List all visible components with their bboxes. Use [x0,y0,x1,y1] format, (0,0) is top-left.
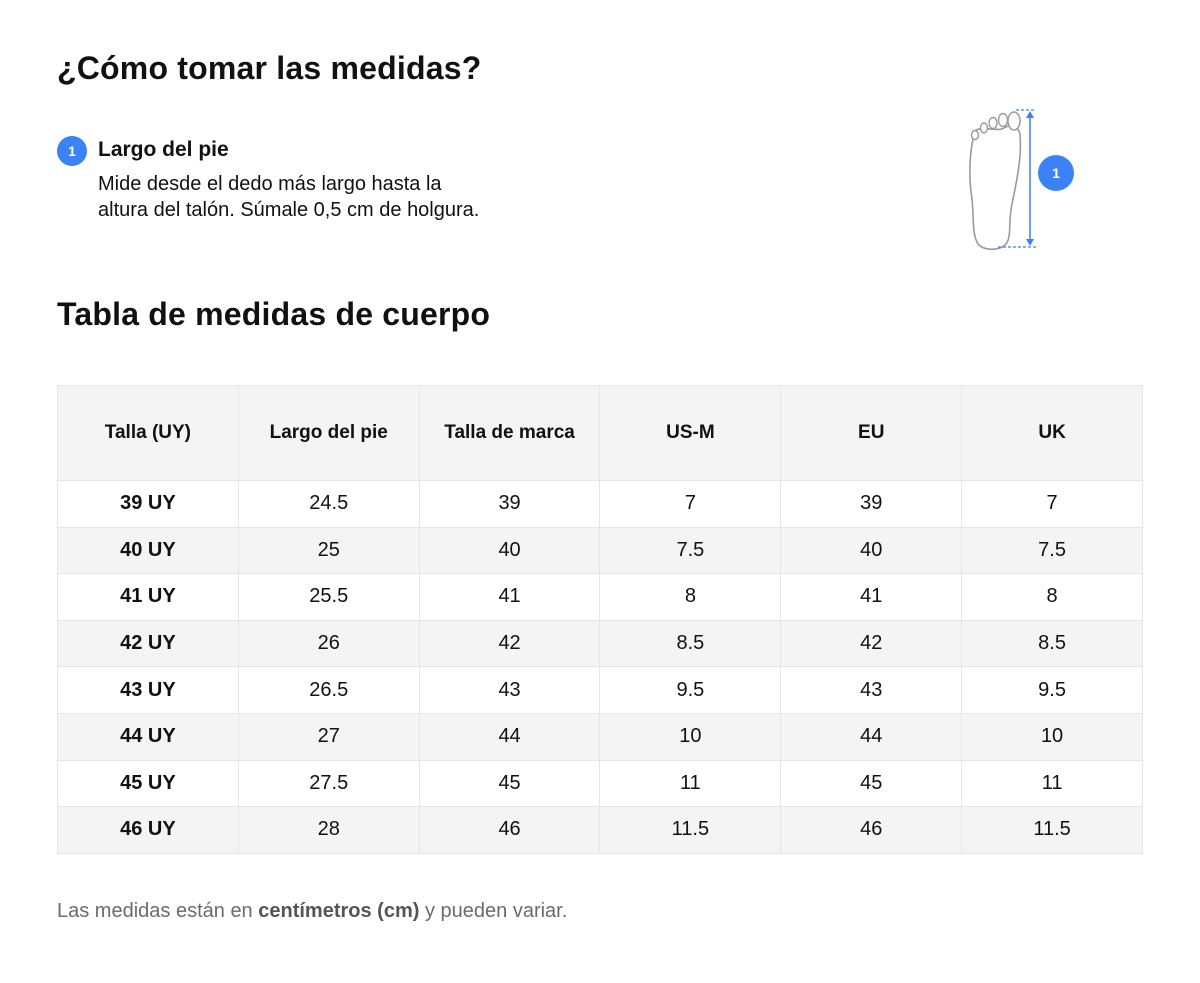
table-title: Tabla de medidas de cuerpo [57,296,491,332]
foot-illustration-svg: 1 [969,109,1074,251]
table-cell: 39 [780,480,963,528]
table-cell: 42 [418,619,601,668]
column-header-eu: EU [780,385,963,481]
table-cell: 7 [961,480,1143,528]
table-cell: 41 [418,573,601,621]
table-cell: 11.5 [961,806,1143,854]
step-description-line-1: Mide desde el dedo más largo hasta la [98,173,442,195]
foot-measure-icon: 1 [958,104,1078,254]
header-row: Talla (UY) Largo del pie Talla de marca … [57,385,1143,481]
illustration-badge [1038,155,1074,191]
table-row: 45 UY 27.5 45 11 45 11 [57,759,1143,808]
table-cell: 25.5 [237,573,420,621]
illustration-badge-number: 1 [1052,165,1060,181]
units-note-prefix: Las medidas están en [57,900,259,922]
table-cell: 45 [418,759,601,808]
table-cell: 44 [418,712,601,761]
table-cell: 11.5 [599,806,782,854]
table-cell: 45 UY [57,759,239,808]
table-cell: 25 [237,526,420,575]
table-cell: 9.5 [961,666,1143,714]
table-row: 43 UY 26.5 43 9.5 43 9.5 [57,666,1143,714]
table-cell: 44 [780,712,963,761]
table-cell: 28 [237,806,420,854]
table-cell: 8.5 [599,619,782,668]
table-cell: 39 UY [57,480,239,528]
table-cell: 40 [418,526,601,575]
table-cell: 39 [418,480,601,528]
toe-3 [988,116,998,130]
table-cell: 46 [418,806,601,854]
table-cell: 42 UY [57,619,239,668]
units-note-bold: centímetros (cm) [258,900,420,922]
table-cell: 9.5 [599,666,782,714]
table-cell: 10 [599,712,782,761]
table-cell: 42 [780,619,963,668]
table-row: 41 UY 25.5 41 8 41 8 [57,573,1143,621]
size-table-header: Talla (UY) Largo del pie Talla de marca … [57,385,1143,481]
table-cell: 44 UY [57,712,239,761]
table-cell: 10 [961,712,1143,761]
table-cell: 11 [961,759,1143,808]
table-cell: 8 [961,573,1143,621]
column-header-talla-de-marca: Talla de marca [418,385,601,481]
table-cell: 40 UY [57,526,239,575]
column-header-largo-del-pie: Largo del pie [237,385,420,481]
table-cell: 43 UY [57,666,239,714]
table-cell: 27.5 [237,759,420,808]
arrow-head-top [1026,111,1034,118]
table-row: 44 UY 27 44 10 44 10 [57,712,1143,761]
size-table-body: 39 UY 24.5 39 7 39 7 40 UY 25 40 7.5 40 … [57,480,1143,854]
toe-5 [970,129,980,141]
table-cell: 8 [599,573,782,621]
step-description-line-2: altura del talón. Súmale 0,5 cm de holgu… [98,199,480,221]
table-cell: 43 [780,666,963,714]
size-table: Talla (UY) Largo del pie Talla de marca … [57,385,1143,854]
table-cell: 41 [780,573,963,621]
table-row: 42 UY 26 42 8.5 42 8.5 [57,619,1143,668]
toe-4 [979,122,989,134]
units-note-suffix: y pueden variar. [419,900,568,922]
table-cell: 24.5 [237,480,420,528]
step-description: Mide desde el dedo más largo hasta la al… [98,171,578,223]
table-cell: 40 [780,526,963,575]
table-cell: 7 [599,480,782,528]
table-cell: 27 [237,712,420,761]
table-cell: 26 [237,619,420,668]
table-row: 39 UY 24.5 39 7 39 7 [57,480,1143,528]
table-cell: 7.5 [961,526,1143,575]
table-cell: 26.5 [237,666,420,714]
table-cell: 8.5 [961,619,1143,668]
column-header-talla-uy: Talla (UY) [57,385,239,481]
column-header-us-m: US-M [599,385,782,481]
table-row: 40 UY 25 40 7.5 40 7.5 [57,526,1143,575]
big-toe [1007,111,1021,131]
table-row: 46 UY 28 46 11.5 46 11.5 [57,806,1143,854]
foot-outline [969,125,1022,251]
column-header-uk: UK [961,385,1143,481]
page-title: ¿Cómo tomar las medidas? [57,50,482,86]
table-cell: 46 UY [57,806,239,854]
arrow-head-bottom [1026,239,1034,246]
table-cell: 11 [599,759,782,808]
step-number-badge: 1 [57,136,87,166]
step-title: Largo del pie [98,138,229,161]
table-cell: 41 UY [57,573,239,621]
table-cell: 43 [418,666,601,714]
table-cell: 46 [780,806,963,854]
toe-2 [997,112,1009,128]
table-cell: 45 [780,759,963,808]
units-note: Las medidas están en centímetros (cm) y … [57,900,567,923]
table-cell: 7.5 [599,526,782,575]
